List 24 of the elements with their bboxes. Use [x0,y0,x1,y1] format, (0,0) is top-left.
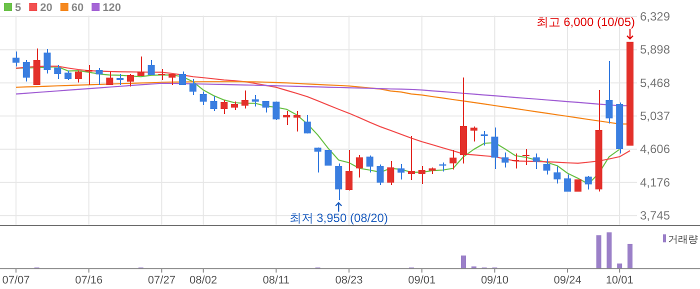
y-tick-label: 5,898 [640,42,670,57]
legend: 거래량 [663,234,698,246]
legend-label: 20 [40,2,52,14]
x-tick-label: 07/27 [148,274,176,287]
x-tick-label: 08/11 [262,274,290,287]
y-tick-label: 5,037 [640,109,670,124]
x-tick-label: 09/10 [480,274,508,287]
annotation: 최저 3,950 (08/20) [289,210,388,225]
legend-label: 60 [71,2,84,14]
x-tick-label: 10/01 [606,274,634,287]
y-tick-label: 5,468 [640,76,670,90]
y-tick-label: 4,606 [640,142,670,156]
annotation: 최고 6,000 (10/05) [536,14,636,29]
legend-label: 120 [102,2,121,14]
y-tick-label: 3,745 [640,208,670,223]
legend-label: 5 [15,2,22,14]
x-tick-label: 08/02 [190,274,218,287]
y-tick-label: 4,176 [640,175,670,190]
x-tick-label: 09/24 [554,274,582,287]
y-tick-label: 6,329 [640,9,670,24]
x-tick-label: 07/07 [2,274,30,287]
x-tick-label: 07/16 [75,274,103,287]
x-tick-label: 08/23 [335,274,363,287]
x-tick-label: 09/01 [408,274,436,287]
